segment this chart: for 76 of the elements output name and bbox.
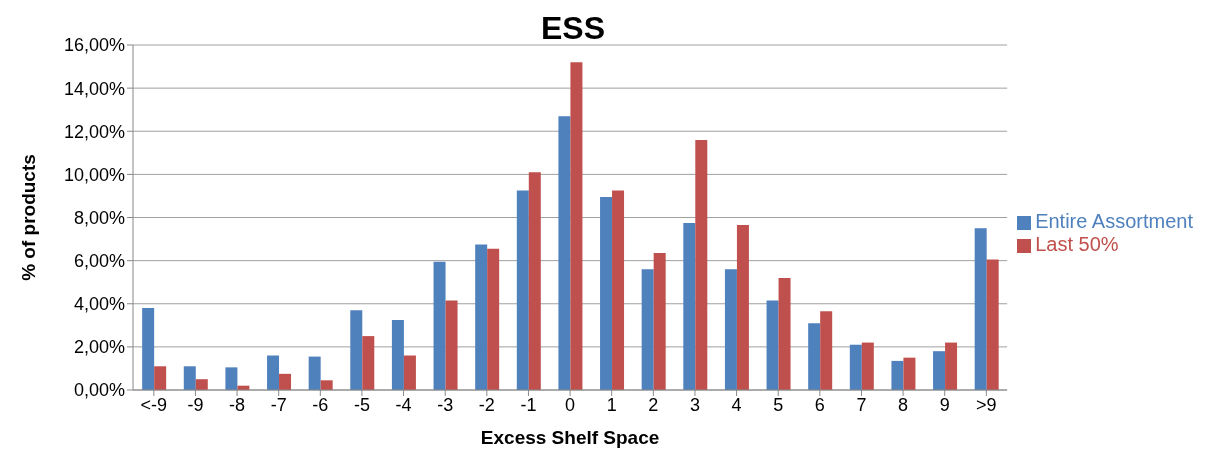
x-tick-label: -7 (270, 394, 287, 415)
x-tick-label: -5 (353, 394, 370, 415)
bar (612, 190, 625, 390)
x-tick-label: 3 (689, 394, 700, 415)
legend-label: Last 50% (1035, 233, 1119, 255)
bar (279, 373, 292, 390)
bar (820, 311, 833, 390)
bar (445, 300, 458, 390)
x-tick-label: 2 (648, 394, 659, 415)
bar (183, 366, 196, 390)
y-tick-label: 12,00% (63, 121, 125, 142)
bar (142, 308, 155, 390)
bar (558, 116, 571, 390)
bar (683, 222, 696, 390)
x-tick-label: 1 (606, 394, 617, 415)
x-tick-label: 7 (856, 394, 867, 415)
y-tick-label: 6,00% (73, 251, 125, 272)
x-tick-label: 5 (773, 394, 784, 415)
bar (933, 351, 946, 390)
bar (195, 379, 208, 390)
x-tick-label: -6 (312, 394, 329, 415)
bar (766, 300, 779, 390)
y-tick-label: 10,00% (63, 164, 125, 185)
bar (945, 342, 958, 390)
bar (891, 360, 904, 390)
bar (600, 197, 613, 390)
bar (653, 253, 666, 390)
bar (308, 356, 321, 390)
bar (724, 269, 737, 390)
bar (487, 248, 500, 390)
x-tick-label: 0 (565, 394, 576, 415)
bar (391, 319, 404, 390)
bar (267, 355, 280, 390)
bar (861, 342, 874, 390)
y-tick-label: 16,00% (63, 35, 125, 56)
x-tick-label: -1 (520, 394, 537, 415)
bar (403, 355, 416, 390)
bar (350, 310, 363, 390)
bar (849, 344, 862, 390)
bar (154, 366, 167, 390)
bar (362, 336, 375, 390)
x-tick-label: -8 (229, 394, 246, 415)
bar (433, 261, 446, 390)
bar (808, 323, 821, 390)
x-tick-label: -2 (478, 394, 495, 415)
bar (641, 269, 654, 390)
bar (475, 244, 488, 390)
x-axis-title: Excess Shelf Space (480, 427, 660, 448)
bar (974, 228, 987, 390)
x-tick-label: 8 (898, 394, 909, 415)
y-tick-label: 4,00% (73, 294, 125, 315)
bar (225, 367, 238, 390)
x-tick-label: <-9 (140, 394, 168, 415)
bar (903, 357, 916, 390)
x-tick-label: >9 (976, 394, 997, 415)
y-tick-label: 2,00% (73, 337, 125, 358)
x-tick-label: -9 (187, 394, 204, 415)
bar (320, 380, 333, 390)
bar (570, 62, 583, 390)
bar (528, 172, 541, 390)
bar (986, 259, 999, 390)
bar (516, 190, 529, 390)
bar (736, 225, 749, 390)
x-tick-label: 4 (731, 394, 742, 415)
bar (778, 277, 791, 390)
y-tick-label: 0,00% (73, 380, 125, 401)
y-tick-label: 14,00% (63, 78, 125, 99)
x-tick-label: -3 (437, 394, 454, 415)
x-tick-label: -4 (395, 394, 412, 415)
y-axis-title: % of products (17, 154, 39, 281)
y-tick-label: 8,00% (73, 207, 125, 228)
legend-label: Entire Assortment (1035, 210, 1193, 232)
chart-title: ESS (540, 10, 606, 47)
x-tick-label: 6 (814, 394, 825, 415)
x-tick-label: 9 (939, 394, 950, 415)
bar (695, 139, 708, 390)
